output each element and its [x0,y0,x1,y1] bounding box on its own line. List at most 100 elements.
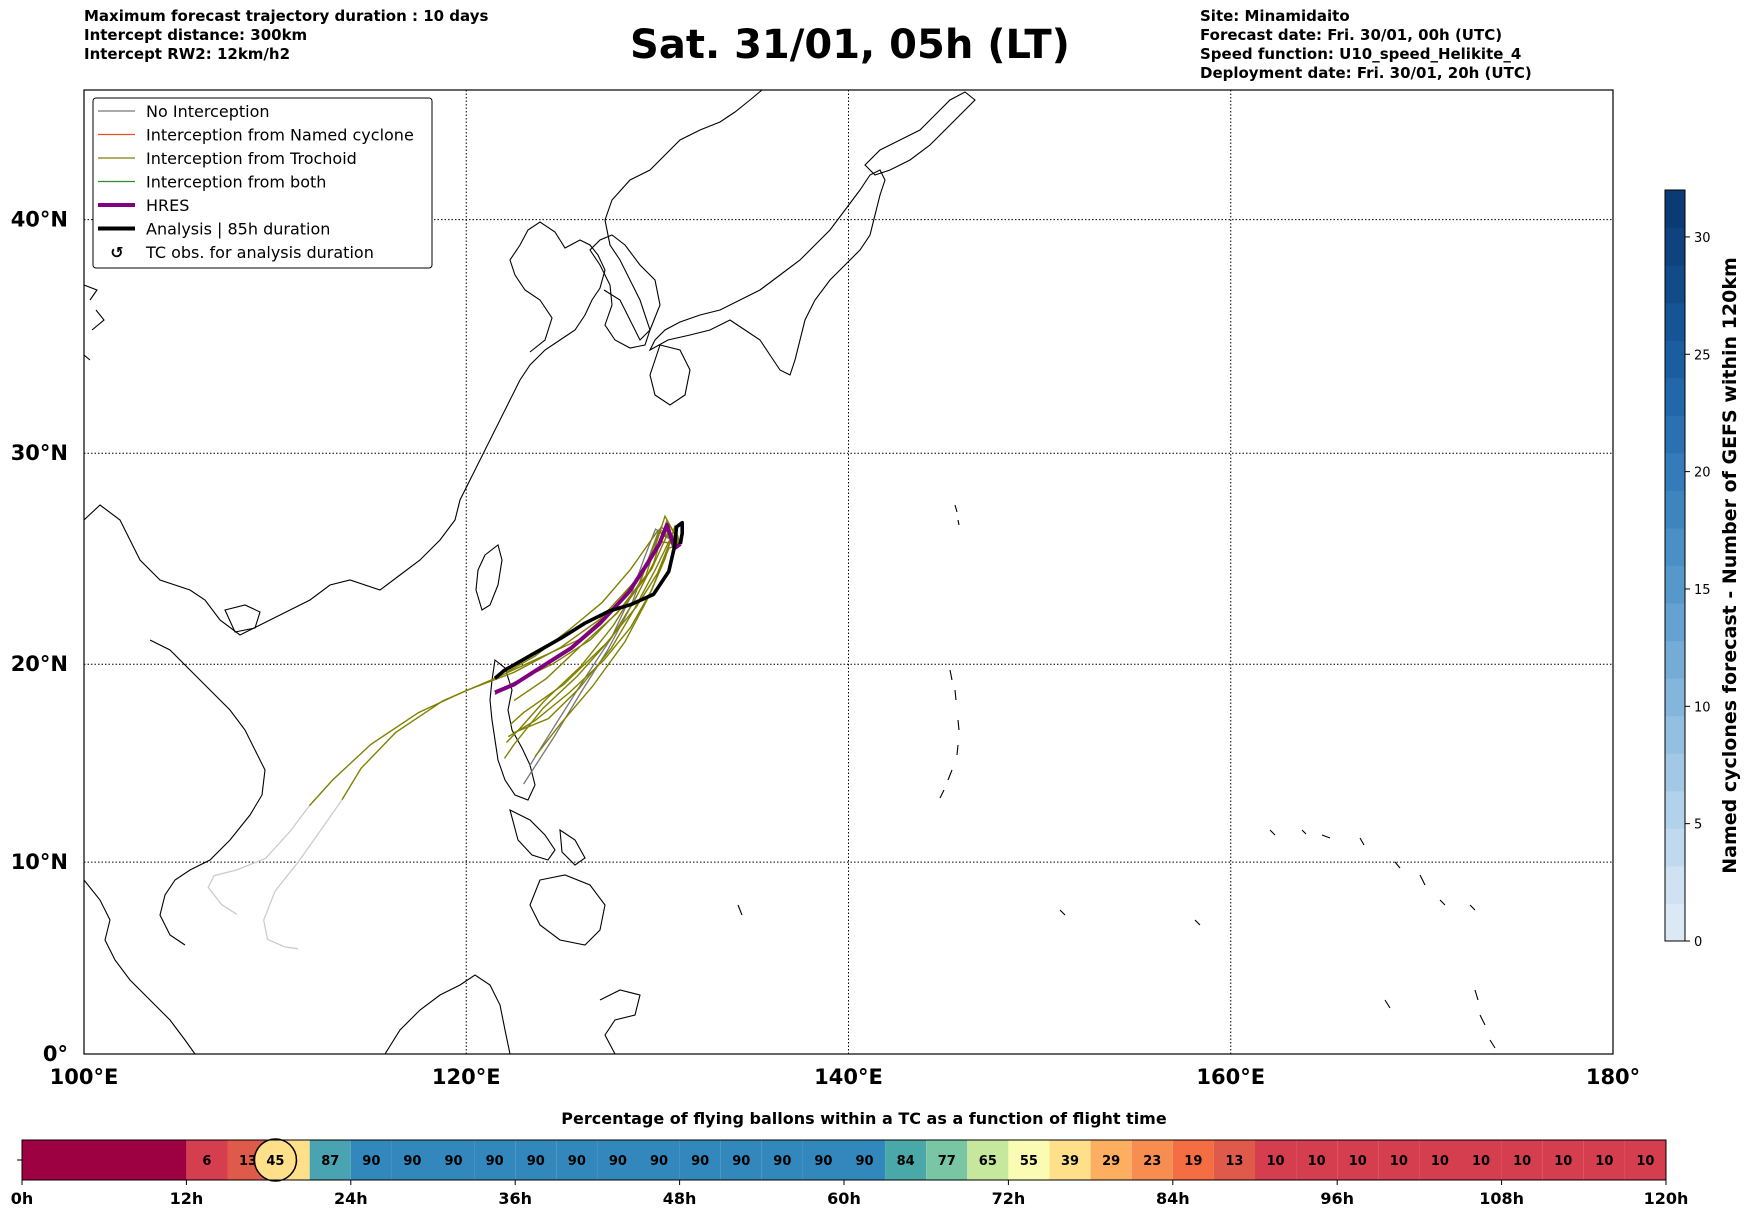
colorbar-band [1665,678,1685,717]
colorbar-tick-label: 0 [1694,935,1702,950]
flight-cell-fill [474,1140,516,1180]
flight-cell: 10 [1624,1140,1666,1180]
flight-cell-value: 90 [445,1154,463,1169]
flight-cell-fill [1337,1140,1379,1180]
colorbar-band [1665,865,1685,904]
flight-cell-fill [350,1140,392,1180]
sulawesi-coast [599,989,641,1054]
flight-cell: 10 [1255,1140,1297,1180]
legend: No Interception Interception from Named c… [92,97,433,269]
flight-cell-value: 39 [1061,1154,1079,1169]
current-hour-value: 45 [266,1154,284,1169]
colorbar-band [1665,340,1685,379]
colorbar-band [1665,190,1685,229]
colorbar-band [1665,565,1685,604]
flight-cell: 90 [802,1140,844,1180]
flight-time-panel: Percentage of flying ballons within a TC… [11,1109,1689,1208]
korea-coast [589,234,661,349]
kyushu-coast [649,344,691,406]
flight-cell-fill [926,1140,968,1180]
trajectory-trochoid [507,543,681,738]
colorbar-frame [1664,189,1686,942]
flight-cell-value: 90 [527,1154,545,1169]
flight-cell: 10 [1501,1140,1543,1180]
colorbar-band [1665,903,1685,942]
colorbar-band [1665,227,1685,266]
flight-tick-label: 48h [663,1189,697,1208]
flight-cell-fill [22,1140,187,1180]
flight-cell-value: 90 [650,1154,668,1169]
flight-cell: 90 [433,1140,475,1180]
flight-cell-fill [1090,1140,1132,1180]
flight-cell: 6 [186,1140,228,1180]
flight-cell: 90 [391,1140,433,1180]
header-right: Site: Minamidaito Forecast date: Fri. 30… [1200,7,1532,83]
flight-cell-fill [679,1140,721,1180]
flight-cell: 19 [1172,1140,1214,1180]
flight-cell-value: 77 [938,1154,956,1169]
flight-cell-fill [638,1140,680,1180]
trajectory-analysis [493,520,684,680]
trajectory-trochoid [505,525,681,743]
colorbar-tick-label: 30 [1694,231,1711,246]
map-grid [84,90,1613,1054]
flight-tick-label: 12h [170,1189,204,1208]
header-line: Intercept distance: 300km [84,26,308,44]
hainan-coast [224,604,261,633]
flight-cell-fill [1501,1140,1543,1180]
flight-cell-fill [1008,1140,1050,1180]
flight-cell-value: 10 [1267,1154,1285,1169]
flight-cell: 90 [556,1140,598,1180]
flight-cell-fill [556,1140,598,1180]
luzon-coast [489,658,536,801]
flight-cell-value: 90 [568,1154,586,1169]
header-left: Maximum forecast trajectory duration : 1… [84,7,488,64]
flight-cell-value: 90 [814,1154,832,1169]
flight-cell: 10 [1378,1140,1420,1180]
flight-cell-value: 10 [1431,1154,1449,1169]
flight-cell-fill [885,1140,927,1180]
colorbar-tick-label: 25 [1694,348,1711,363]
header-line: Forecast date: Fri. 30/01, 00h (UTC) [1200,26,1503,44]
flight-cell: 10 [1419,1140,1461,1180]
flight-cell: 90 [761,1140,803,1180]
trajectory-faded [263,799,343,950]
colorbar-label: Named cyclones forecast - Number of GEFS… [1719,257,1741,874]
colorbar-band [1665,790,1685,829]
colorbar-tick-label: 10 [1694,700,1711,715]
legend-label: Analysis | 85h duration [146,220,330,239]
legend-label: Interception from both [146,173,326,192]
flight-cell-fill [1624,1140,1666,1180]
hokkaido-coast [864,91,976,176]
flight-cell-value: 90 [691,1154,709,1169]
colorbar-band [1665,490,1685,529]
flight-cell-value: 87 [321,1154,339,1169]
flight-cell-fill [1213,1140,1255,1180]
flight-cell: 29 [1090,1140,1132,1180]
flight-cell-value: 13 [239,1154,257,1169]
colorbar-band [1665,302,1685,341]
flight-cell-value: 10 [1513,1154,1531,1169]
flight-cell-fill [186,1140,228,1180]
flight-cell-value: 65 [979,1154,997,1169]
colorbar-tick-label: 5 [1694,818,1702,833]
flight-cell-fill [391,1140,433,1180]
flight-cell-value: 10 [1349,1154,1367,1169]
flight-cell-value: 29 [1102,1154,1120,1169]
current-hour-circle [253,1138,298,1182]
trajectory-no-interception [528,528,681,767]
colorbar: 0 5 10 15 20 25 30 Named cyclones forecast - Nu… [1664,189,1741,950]
japan-coast [648,169,886,376]
flight-cell-value: 10 [1308,1154,1326,1169]
colorbar-band [1665,828,1685,867]
lon-tick-label: 120°E [432,1065,501,1089]
lat-tick-label: 30°N [11,441,68,465]
flight-cell-fill [802,1140,844,1180]
flight-cell-fill [720,1140,762,1180]
trajectory-trochoid [513,514,681,702]
flight-cell-fill [1049,1140,1091,1180]
flight-cell: 90 [638,1140,680,1180]
flight-cell-value: 10 [1636,1154,1654,1169]
flight-tick-label: 84h [1156,1189,1190,1208]
